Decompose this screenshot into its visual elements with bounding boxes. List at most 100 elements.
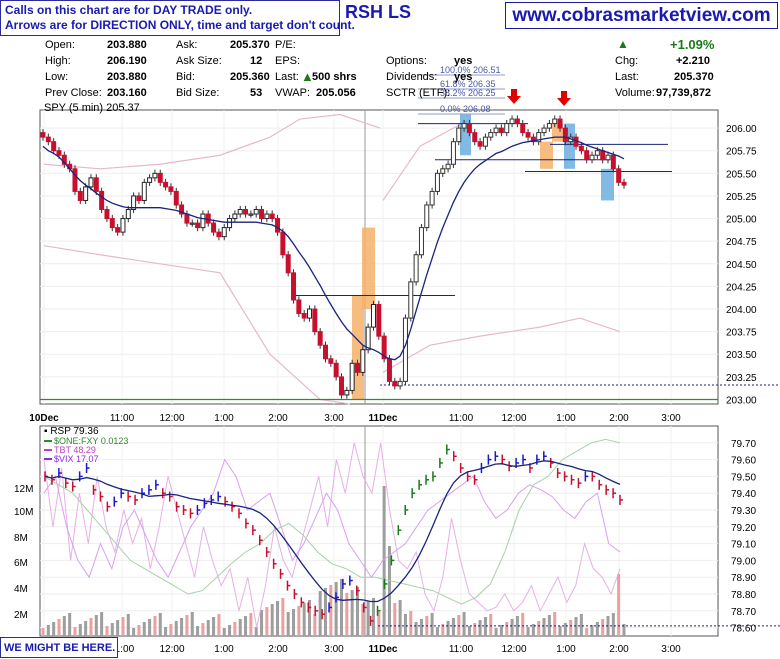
volume-bar xyxy=(419,619,423,636)
upper-y-tick: 204.75 xyxy=(726,237,757,248)
candle-body xyxy=(402,317,408,382)
volume-bar xyxy=(451,618,455,636)
candle-body xyxy=(477,141,483,147)
volume-tick: 4M xyxy=(14,584,28,595)
upper-x-tick: 11Dec xyxy=(369,413,398,424)
candle-body xyxy=(557,118,563,129)
candle-body xyxy=(466,123,472,134)
upper-y-tick: 205.50 xyxy=(726,169,757,180)
volume-bar xyxy=(265,607,269,636)
candle-body xyxy=(307,308,313,319)
highlight-box xyxy=(362,227,375,310)
volume-bar xyxy=(371,598,375,636)
highlight-box xyxy=(601,168,614,201)
volume-bar xyxy=(233,622,237,636)
prev-close-label: Prev Close: xyxy=(45,87,102,99)
volume-bar xyxy=(505,622,509,636)
volume-bar xyxy=(462,612,466,636)
volume-bar xyxy=(334,582,338,636)
lower-x-tick: 12:00 xyxy=(501,644,526,655)
lower-y-tick: 79.70 xyxy=(731,439,756,450)
volume-bar xyxy=(617,574,621,636)
candle-body xyxy=(445,163,451,170)
bid-size-value: 53 xyxy=(250,87,263,99)
candle-body xyxy=(243,209,249,215)
lower-y-tick: 78.70 xyxy=(731,607,756,618)
lower-x-tick: 11:00 xyxy=(449,644,474,655)
highlight-box xyxy=(564,123,575,169)
volume-tick: 8M xyxy=(14,533,28,544)
sctr-label: SCTR (ETF): xyxy=(386,87,451,99)
highlight-box xyxy=(460,114,471,156)
high-value: 206.190 xyxy=(107,55,147,67)
highlight-box xyxy=(552,123,563,142)
low-label: Low: xyxy=(45,71,69,83)
volume-bar xyxy=(276,601,280,636)
volume-bar xyxy=(361,604,365,636)
upper-x-tick: 12:00 xyxy=(159,413,184,424)
volume-bar xyxy=(403,614,407,636)
volume-bar xyxy=(116,620,120,636)
candle-body xyxy=(376,303,382,337)
volume-bar xyxy=(387,546,391,636)
volume-bar xyxy=(521,613,525,636)
volume-label: Volume: xyxy=(615,87,655,99)
volume-bar xyxy=(579,614,583,636)
volume-bar xyxy=(601,619,605,636)
lower-panel-title: ▪ RSP 79.36 xyxy=(44,426,99,437)
candle-body xyxy=(440,168,446,174)
volume-bar xyxy=(222,628,226,636)
note-line-1: Calls on this chart are for DAY TRADE on… xyxy=(5,3,253,17)
fib-label: 100.0% 206.51 xyxy=(440,65,501,75)
volume-bar xyxy=(499,625,503,636)
bollinger-band xyxy=(43,113,381,170)
candle-body xyxy=(291,272,297,301)
website-banner[interactable]: www.cobrasmarketview.com xyxy=(505,2,778,29)
candle-body xyxy=(424,204,430,229)
volume-tick: 2M xyxy=(14,610,28,621)
candle-body xyxy=(504,123,510,134)
volume-bar xyxy=(355,587,359,636)
bollinger-band xyxy=(382,317,621,373)
candle-body xyxy=(381,335,387,360)
upper-y-tick: 203.50 xyxy=(726,350,757,361)
bid-size-label: Bid Size: xyxy=(176,87,220,99)
highlight-box xyxy=(540,141,553,169)
volume-bar xyxy=(606,616,610,636)
lower-x-tick: 2:00 xyxy=(609,644,629,655)
candle-body xyxy=(125,209,131,220)
volume-bar xyxy=(121,617,125,636)
candle-body xyxy=(216,231,222,238)
vwap-label: VWAP: xyxy=(275,87,311,99)
upper-x-tick: 2:00 xyxy=(609,413,629,424)
volume-bar xyxy=(228,625,232,636)
volume-bar xyxy=(94,615,98,636)
candle-body xyxy=(578,145,584,152)
lower-y-tick: 79.40 xyxy=(731,489,756,500)
volume-bar xyxy=(483,617,487,636)
upper-x-tick: 1:00 xyxy=(214,413,234,424)
candle-body xyxy=(83,186,89,201)
lower-y-tick: 78.60 xyxy=(731,624,756,635)
volume-bar xyxy=(531,624,535,636)
volume-bar xyxy=(180,618,184,636)
lower-y-tick: 79.20 xyxy=(731,523,756,534)
bid-label: Bid: xyxy=(176,71,195,83)
volume-bar xyxy=(153,616,157,636)
candle-body xyxy=(264,213,270,220)
candle-body xyxy=(408,281,414,319)
high-label: High: xyxy=(45,55,71,67)
last-value: 205.370 xyxy=(674,71,714,83)
vwap-value: 205.056 xyxy=(316,87,356,99)
eps-label: EPS: xyxy=(275,55,301,67)
volume-bar xyxy=(377,612,381,636)
fib-label: 0.0% 206.08 xyxy=(440,104,491,114)
candle-body xyxy=(51,141,57,152)
candle-body xyxy=(450,141,456,165)
candle-body xyxy=(354,362,360,373)
upper-plot-frame xyxy=(39,109,719,405)
lower-y-tick: 79.10 xyxy=(731,540,756,551)
volume-value: 97,739,872 xyxy=(656,87,712,99)
candle-body xyxy=(600,150,606,161)
volume-bar xyxy=(537,621,541,636)
